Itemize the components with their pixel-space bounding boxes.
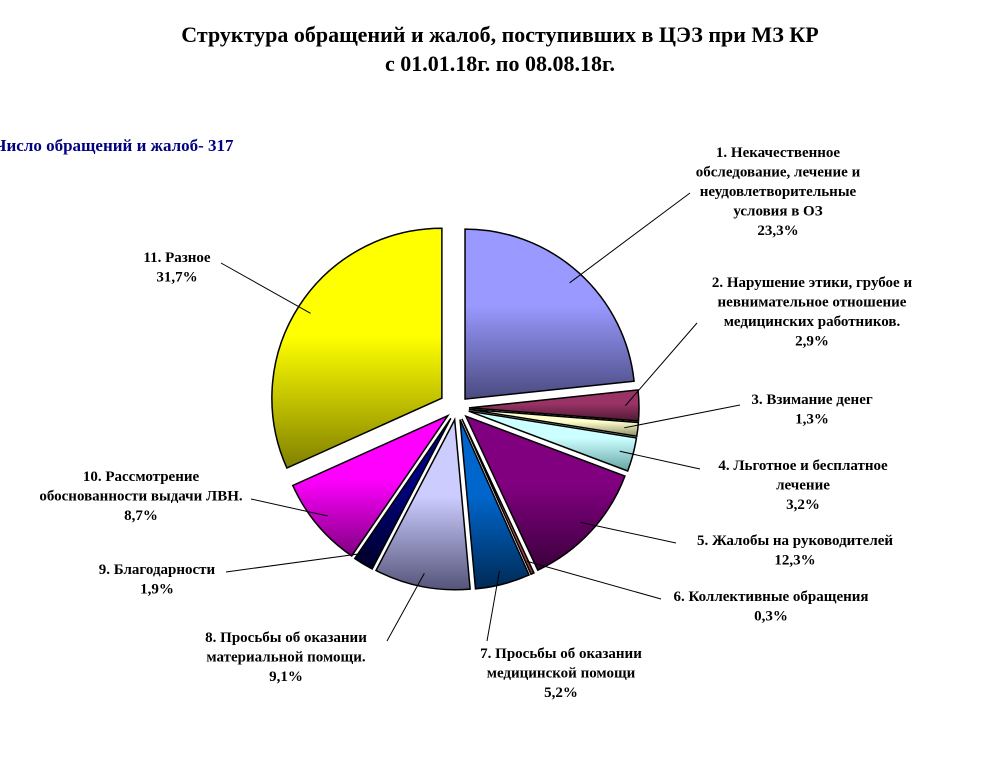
pie-slice-11 bbox=[271, 227, 443, 469]
leader-line-10 bbox=[250, 498, 328, 517]
slice-label-2: 2. Нарушение этики, грубое и невнимательн… bbox=[712, 275, 913, 350]
pie-slice-10 bbox=[291, 413, 450, 557]
slice-label-1: 1. Некачественное обследование, лечение и… bbox=[696, 145, 861, 239]
leader-line-2 bbox=[625, 322, 698, 406]
pie-slice-9 bbox=[353, 417, 452, 570]
slice-label-8: 8. Просьбы об оказании материальной помощ… bbox=[205, 630, 367, 685]
pie-slice-7 bbox=[459, 419, 531, 590]
pie-slice-3 bbox=[468, 408, 640, 438]
chart-title-line1: Структура обращений и жалоб, поступивших… bbox=[181, 22, 819, 47]
slice-label-5: 5. Жалобы на руководителей 12,3% bbox=[697, 533, 893, 569]
leader-line-5 bbox=[580, 521, 677, 544]
leader-line-9 bbox=[225, 551, 371, 573]
slice-label-6: 6. Коллективные обращения 0,3% bbox=[674, 589, 869, 625]
slice-label-11: 11. Разное 31,7% bbox=[143, 250, 211, 286]
leader-line-6 bbox=[526, 560, 662, 600]
pie-slice-8 bbox=[374, 417, 471, 591]
pie-slice-2 bbox=[468, 389, 640, 422]
pie-slice-1 bbox=[464, 228, 635, 400]
pie-slice-4 bbox=[468, 410, 638, 472]
total-count-label: Число обращений и жалоб- 317 bbox=[0, 136, 234, 155]
leader-line-4 bbox=[619, 450, 701, 470]
slice-label-4: 4. Льготное и бесплатное лечение 3,2% bbox=[718, 458, 888, 513]
pie-slice-6 bbox=[461, 418, 535, 576]
slice-label-9: 9. Благодарности 1,9% bbox=[99, 562, 216, 598]
slice-label-3: 3. Взимание денег 1,3% bbox=[751, 392, 873, 428]
leader-line-8 bbox=[386, 572, 425, 642]
slice-label-7: 7. Просьбы об оказании медицинской помощи… bbox=[480, 646, 642, 701]
slice-label-10: 10. Рассмотрение обоснованности выдачи ЛВ… bbox=[39, 469, 243, 524]
leader-line-3 bbox=[624, 404, 741, 429]
leader-line-1 bbox=[569, 192, 691, 284]
leader-line-11 bbox=[220, 262, 311, 314]
chart-title-line2: с 01.01.18г. по 08.08.18г. bbox=[385, 51, 615, 76]
leader-line-7 bbox=[486, 570, 500, 642]
